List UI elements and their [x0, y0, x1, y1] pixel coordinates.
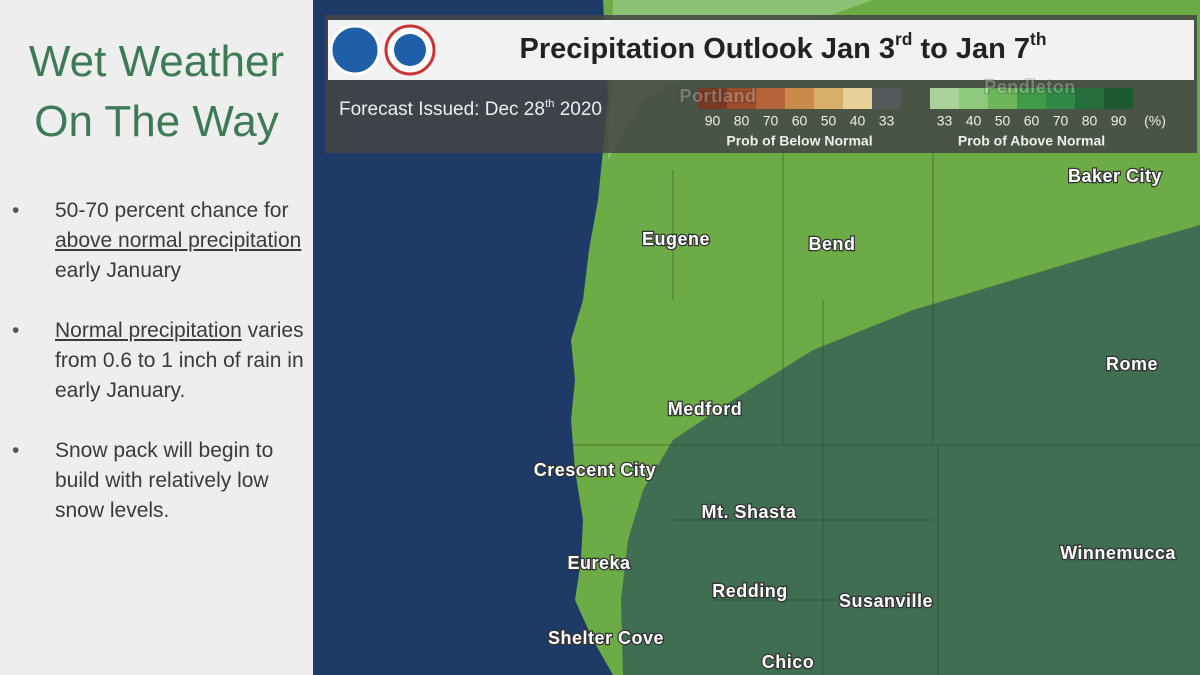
bullet-text: Snow pack will begin to build with relat… — [55, 439, 274, 522]
bullet-text: 50-70 percent chance for — [55, 199, 289, 222]
legend-label: 70 — [763, 113, 779, 129]
legend-swatch — [930, 88, 959, 109]
title-bar — [328, 20, 1194, 80]
city-label: Shelter Cove — [548, 628, 664, 648]
underlined-text: Normal precipitation — [55, 319, 242, 342]
county-lines — [573, 150, 1200, 675]
legend-label: 80 — [1082, 113, 1098, 129]
map: Precipitation Outlook Jan 3rd to Jan 7th… — [313, 0, 1200, 675]
legend-swatch — [756, 88, 785, 109]
legend: 90 80 70 60 50 40 33 Prob of Below Normal 33 40 50… — [698, 88, 1166, 149]
legend-label: 33 — [937, 113, 953, 129]
text-part: Forecast Issued: Dec 28 — [339, 99, 545, 120]
legend-swatch — [959, 88, 988, 109]
legend-caption: Prob of Below Normal — [726, 133, 872, 149]
city-labels: Portland Pendleton Baker City Eugene Bend Rom… — [532, 76, 1177, 674]
slide-title: Wet Weather On The Way — [0, 32, 313, 152]
superscript: th — [1030, 29, 1046, 49]
title-line: Wet Weather — [28, 37, 285, 86]
legend-swatch — [1046, 88, 1075, 109]
forecast-issued: Forecast Issued: Dec 28th 2020 — [339, 98, 602, 120]
city-label: Susanville — [839, 591, 933, 611]
legend-swatch — [988, 88, 1017, 109]
bullet: Normal precipitation varies from 0.6 to … — [0, 316, 305, 406]
superscript: th — [545, 98, 555, 110]
city-label: Eureka — [567, 553, 631, 573]
city-label: Pendleton — [984, 77, 1076, 97]
nws-logo-inner — [394, 34, 426, 66]
city-label: Eugene — [642, 229, 710, 249]
legend-swatch — [814, 88, 843, 109]
legend-label: 90 — [1111, 113, 1127, 129]
underlined-text: above normal precipitation — [55, 229, 302, 252]
legend-swatch — [785, 88, 814, 109]
legend-label: 90 — [705, 113, 721, 129]
legend-label: 33 — [879, 113, 895, 129]
city-label: Portland — [679, 86, 756, 106]
sidebar: Wet Weather On The Way 50-70 percent chan… — [0, 0, 313, 675]
land-above-50 — [621, 225, 1200, 675]
text-part: to Jan 7 — [912, 33, 1030, 65]
legend-unit: (%) — [1144, 113, 1166, 129]
bullet-text: varies from 0.6 to 1 inch of rain in ear… — [55, 319, 304, 402]
city-label: Crescent City — [534, 460, 657, 480]
legend-label: 40 — [850, 113, 866, 129]
bullet-list: 50-70 percent chance for above normal pr… — [0, 196, 305, 556]
city-label: Baker City — [1068, 166, 1162, 186]
superscript: rd — [895, 29, 912, 49]
text-part: Precipitation Outlook Jan 3 — [520, 33, 895, 65]
legend-swatch — [698, 88, 727, 109]
legend-label: 40 — [966, 113, 982, 129]
title-line: On The Way — [34, 97, 279, 146]
city-label: Winnemucca — [1060, 543, 1176, 563]
legend-swatch — [727, 88, 756, 109]
map-title: Precipitation Outlook Jan 3rd to Jan 7th — [520, 29, 1047, 65]
legend-label: 80 — [734, 113, 750, 129]
bullet-text: early January — [55, 259, 182, 282]
legend-swatch — [843, 88, 872, 109]
legend-swatch — [872, 88, 901, 109]
noaa-logo — [329, 24, 381, 76]
legend-label: 60 — [1024, 113, 1040, 129]
legend-label: 60 — [792, 113, 808, 129]
legend-label: 50 — [821, 113, 837, 129]
legend-caption: Prob of Above Normal — [958, 133, 1105, 149]
legend-swatch — [1017, 88, 1046, 109]
city-label: Rome — [1106, 354, 1158, 374]
text-part: 2020 — [554, 99, 602, 120]
bullet: Snow pack will begin to build with relat… — [0, 436, 305, 526]
legend-label: 70 — [1053, 113, 1069, 129]
legend-swatch — [1075, 88, 1104, 109]
city-label: Medford — [668, 399, 743, 419]
legend-swatch — [1104, 88, 1133, 109]
city-label: Redding — [712, 581, 788, 601]
city-label: Mt. Shasta — [701, 502, 797, 522]
city-label: Chico — [762, 652, 815, 672]
city-label: Bend — [809, 234, 856, 254]
legend-label: 50 — [995, 113, 1011, 129]
bullet: 50-70 percent chance for above normal pr… — [0, 196, 305, 286]
